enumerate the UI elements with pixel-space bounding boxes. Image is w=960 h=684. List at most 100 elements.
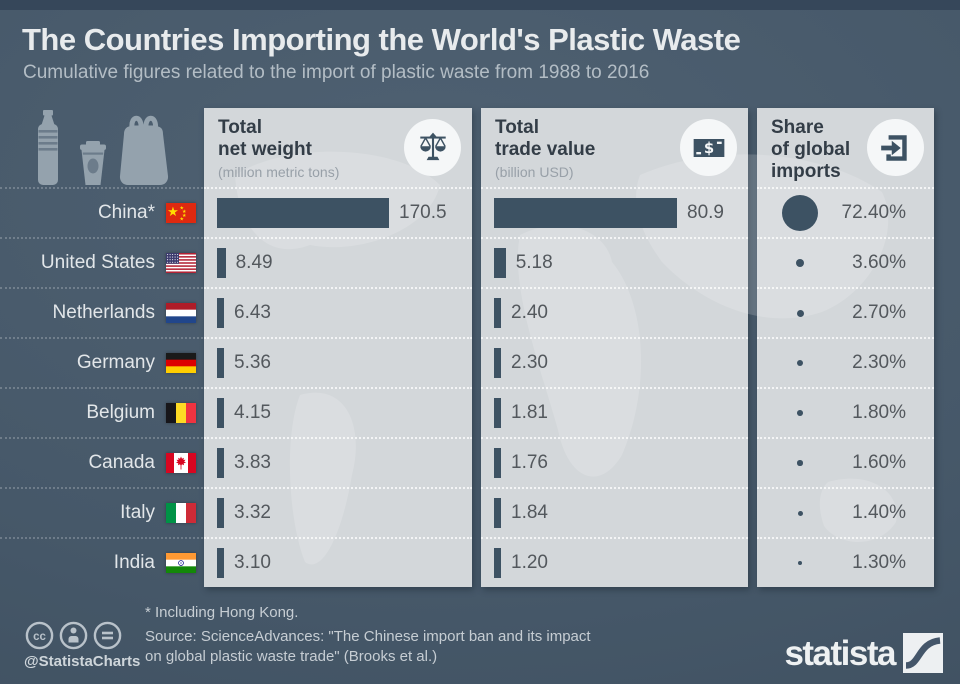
share-bubble bbox=[797, 510, 803, 516]
flag-cn-icon: ★ ★ ★ ★ ★ bbox=[166, 203, 196, 223]
trade-value-value: 80.9 bbox=[687, 202, 724, 223]
net-weight-rows: 170.5 8.49 6.43 5.36 4.15 3.83 3.32 3.10 bbox=[204, 187, 472, 587]
flag-it-icon bbox=[166, 503, 196, 523]
share-value: 1.80% bbox=[852, 402, 906, 423]
share-row: 3.60% bbox=[757, 237, 934, 287]
banknote-icon: $ bbox=[680, 119, 737, 176]
trade-value-bar bbox=[494, 548, 501, 578]
trade-value-value: 1.81 bbox=[511, 402, 548, 423]
column-title: Share bbox=[771, 117, 824, 138]
top-strip bbox=[0, 0, 960, 10]
net-weight-row: 170.5 bbox=[204, 187, 472, 237]
column-title: imports bbox=[771, 161, 841, 183]
column-net-weight: Total net weight (million metric tons) bbox=[204, 108, 472, 587]
net-weight-bar bbox=[217, 248, 226, 278]
column-title: of global bbox=[771, 139, 851, 161]
license-icons: cc bbox=[25, 621, 122, 650]
net-weight-bar bbox=[217, 548, 224, 578]
footnote: * Including Hong Kong. bbox=[145, 604, 299, 621]
trade-value-row: 1.76 bbox=[481, 437, 748, 487]
svg-text:★: ★ bbox=[180, 206, 185, 212]
country-row: Belgium bbox=[0, 387, 203, 437]
flag-be-icon bbox=[166, 403, 196, 423]
share-row: 72.40% bbox=[757, 187, 934, 237]
share-bubble bbox=[782, 195, 818, 231]
net-weight-value: 3.83 bbox=[234, 452, 271, 473]
svg-text:★: ★ bbox=[180, 217, 185, 223]
column-net-weight-header: Total net weight (million metric tons) bbox=[204, 108, 472, 187]
share-value: 2.70% bbox=[852, 302, 906, 323]
statista-logo: statista bbox=[784, 633, 943, 673]
country-row: Netherlands bbox=[0, 287, 203, 337]
share-row: 1.30% bbox=[757, 537, 934, 587]
net-weight-bar bbox=[217, 298, 224, 328]
country-row: Italy bbox=[0, 487, 203, 537]
country-label: Italy bbox=[120, 502, 155, 523]
trade-value-row: 5.18 bbox=[481, 237, 748, 287]
share-value: 1.40% bbox=[852, 502, 906, 523]
column-title: trade value bbox=[495, 139, 596, 161]
net-weight-bar bbox=[217, 348, 224, 378]
country-label: Germany bbox=[76, 352, 155, 373]
share-bubble bbox=[796, 259, 804, 267]
share-row: 1.40% bbox=[757, 487, 934, 537]
trade-value-bar bbox=[494, 498, 501, 528]
trade-value-bar bbox=[494, 198, 677, 228]
net-weight-bar bbox=[217, 398, 224, 428]
flag-in-icon bbox=[166, 553, 196, 573]
share-bubble bbox=[796, 309, 804, 317]
column-share-header: Share of global imports bbox=[757, 108, 934, 187]
share-row: 2.70% bbox=[757, 287, 934, 337]
net-weight-bar bbox=[217, 498, 224, 528]
plastic-bottle-icon bbox=[38, 110, 58, 185]
net-weight-row: 3.83 bbox=[204, 437, 472, 487]
flag-ca-icon bbox=[166, 453, 196, 473]
page-subtitle: Cumulative figures related to the import… bbox=[23, 62, 650, 83]
country-label: United States bbox=[40, 252, 155, 273]
share-bubble bbox=[797, 560, 803, 566]
trade-value-value: 1.20 bbox=[511, 552, 548, 573]
country-label: India bbox=[113, 552, 155, 573]
net-weight-bar bbox=[217, 198, 389, 228]
column-trade-value-header: Total trade value (billion USD) $ bbox=[481, 108, 748, 187]
net-weight-value: 6.43 bbox=[234, 302, 271, 323]
country-row: India bbox=[0, 537, 203, 587]
trade-value-value: 1.84 bbox=[511, 502, 548, 523]
svg-text:★: ★ bbox=[182, 209, 187, 215]
trade-value-row: 80.9 bbox=[481, 187, 748, 237]
page-title: The Countries Importing the World's Plas… bbox=[22, 22, 741, 57]
net-weight-row: 8.49 bbox=[204, 237, 472, 287]
net-weight-value: 5.36 bbox=[234, 352, 271, 373]
flag-de-icon bbox=[166, 353, 196, 373]
net-weight-row: 6.43 bbox=[204, 287, 472, 337]
statista-charts-credit: @StatistaCharts bbox=[24, 653, 141, 670]
trade-value-value: 1.76 bbox=[511, 452, 548, 473]
trade-value-row: 2.40 bbox=[481, 287, 748, 337]
net-weight-row: 3.10 bbox=[204, 537, 472, 587]
trade-value-value: 2.30 bbox=[511, 352, 548, 373]
share-row: 2.30% bbox=[757, 337, 934, 387]
equals-icon bbox=[93, 621, 122, 650]
attribution-icon bbox=[59, 621, 88, 650]
share-value: 1.30% bbox=[852, 552, 906, 573]
share-bubble bbox=[796, 359, 804, 367]
trade-value-value: 2.40 bbox=[511, 302, 548, 323]
share-value: 1.60% bbox=[852, 452, 906, 473]
column-title: Total bbox=[495, 117, 539, 138]
country-label: China* bbox=[97, 202, 155, 223]
svg-text:cc: cc bbox=[33, 631, 46, 643]
trade-value-rows: 80.9 5.18 2.40 2.30 1.81 1.76 1.84 1.20 bbox=[481, 187, 748, 587]
column-title: Total bbox=[218, 117, 262, 138]
country-label: Belgium bbox=[86, 402, 155, 423]
share-rows: 72.40% 3.60% 2.70% 2.30% 1.80% 1.60% 1.40% 1.30… bbox=[757, 187, 934, 587]
country-row: Canada bbox=[0, 437, 203, 487]
country-row: Germany bbox=[0, 337, 203, 387]
country-label: Netherlands bbox=[52, 302, 155, 323]
source-text: Source: ScienceAdvances: "The Chinese im… bbox=[145, 628, 591, 665]
statista-logo-mark bbox=[903, 633, 943, 673]
trade-value-bar bbox=[494, 348, 501, 378]
share-value: 72.40% bbox=[841, 202, 906, 223]
column-title: net weight bbox=[218, 139, 312, 161]
statista-wordmark: statista bbox=[784, 633, 896, 673]
